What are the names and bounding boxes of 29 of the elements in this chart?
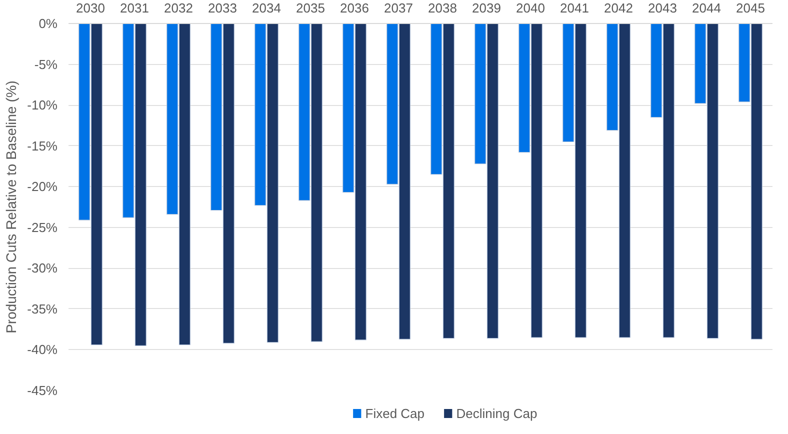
- x-tick-label: 2044: [692, 0, 721, 16]
- x-tick-label: 2032: [164, 0, 193, 16]
- y-tick-label: -35%: [27, 301, 58, 316]
- x-tick-label: 2033: [208, 0, 237, 16]
- x-tick-label: 2041: [560, 0, 589, 16]
- legend-label: Fixed Cap: [365, 406, 425, 421]
- x-tick-label: 2037: [384, 0, 413, 16]
- y-tick-label: -15%: [27, 138, 58, 154]
- y-tick-label: -45%: [27, 383, 58, 398]
- y-tick-label: -5%: [34, 56, 58, 72]
- legend-label: Declining Cap: [456, 406, 538, 421]
- x-tick-label: 2034: [252, 0, 281, 16]
- x-tick-label: 2030: [76, 0, 105, 16]
- x-tick-label: 2039: [472, 0, 501, 16]
- x-tick-label: 2045: [736, 0, 765, 16]
- x-tick-label: 2038: [428, 0, 457, 16]
- x-tick-label: 2031: [120, 0, 149, 16]
- x-tick-label: 2040: [516, 0, 545, 16]
- y-axis-title: Production Cuts Relative to Baseline (%): [3, 80, 20, 334]
- x-tick-label: 2043: [648, 0, 677, 16]
- y-tick-label: -30%: [27, 260, 58, 276]
- x-tick-label: 2036: [340, 0, 369, 16]
- x-tick-label: 2035: [296, 0, 325, 16]
- y-tick-label: 0%: [38, 16, 58, 31]
- x-tick-label: 2042: [604, 0, 633, 16]
- y-tick-label: -10%: [27, 98, 58, 113]
- y-tick-label: -25%: [27, 220, 58, 235]
- y-tick-label: -40%: [27, 342, 58, 358]
- y-tick-label: -20%: [27, 179, 58, 194]
